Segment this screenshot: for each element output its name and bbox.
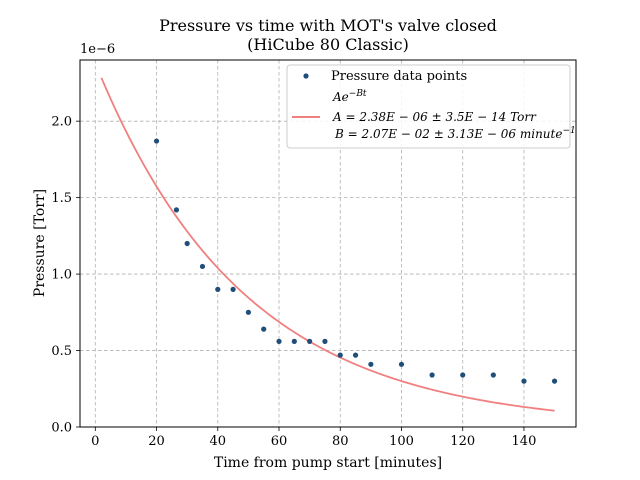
legend-scatter-label: Pressure data points (331, 69, 467, 84)
x-tick-label: 120 (450, 434, 475, 449)
data-point (368, 361, 374, 367)
y-axis-ticks: 0.0 0.5 1.0 1.5 2.0 (51, 115, 80, 436)
data-point (429, 372, 435, 378)
legend-box (286, 64, 571, 149)
fit-curve-layer (100, 77, 555, 412)
data-point (352, 352, 359, 358)
fit-curve (100, 77, 555, 412)
data-point (184, 240, 190, 247)
legend-fit-param-b-exponent: −1 (562, 126, 575, 136)
data-point (153, 138, 160, 144)
x-tick-label: 140 (512, 434, 537, 449)
data-point (307, 338, 313, 344)
x-axis-ticks: 0 20 40 60 80 100 120 140 (91, 427, 536, 449)
data-point (398, 361, 405, 367)
data-point (173, 207, 180, 213)
x-tick-label: 80 (332, 434, 349, 449)
y-tick-label: 0.0 (51, 421, 72, 436)
legend: Pressure data points Ae−Bt A = 2.38E − 0… (286, 64, 576, 149)
x-tick-label: 0 (91, 434, 99, 449)
data-points (153, 138, 558, 384)
y-tick-label: 1.0 (51, 268, 72, 283)
legend-fit-formula-exponent: −Bt (349, 89, 367, 99)
plot-frame (79, 59, 577, 428)
data-point (490, 372, 496, 378)
data-point (199, 263, 206, 270)
legend-fit-formula: Ae−Bt (332, 89, 367, 104)
data-point (261, 326, 267, 332)
legend-fit-param-b: B = 2.07E − 02 ± 3.13E − 06 minute−1 (334, 126, 576, 141)
y-axis-scale-label: 1e−6 (80, 42, 115, 57)
x-tick-label: 100 (389, 434, 414, 449)
y-axis-label: Pressure [Torr] (32, 189, 48, 297)
x-axis-label: Time from pump start [minutes] (214, 455, 442, 471)
data-point (521, 378, 527, 384)
data-point (322, 338, 328, 344)
chart-title: Pressure vs time with MOT's valve closed (159, 16, 497, 35)
legend-scatter-marker (303, 73, 309, 79)
chart-subtitle: (HiCube 80 Classic) (247, 35, 409, 54)
data-point (337, 352, 343, 358)
x-tick-label: 20 (148, 434, 165, 449)
data-point (215, 286, 221, 292)
data-point (460, 372, 466, 378)
data-point (276, 338, 282, 344)
data-point (291, 338, 297, 344)
x-tick-label: 40 (210, 434, 227, 449)
y-tick-label: 1.5 (51, 191, 72, 206)
legend-fit-param-a: A = 2.38E − 06 ± 3.5E − 14 Torr (332, 110, 537, 124)
x-tick-label: 60 (271, 434, 288, 449)
data-point (230, 286, 236, 292)
data-point (551, 378, 558, 384)
y-tick-label: 0.5 (51, 344, 72, 359)
y-tick-label: 2.0 (51, 115, 72, 130)
data-point (245, 309, 251, 315)
